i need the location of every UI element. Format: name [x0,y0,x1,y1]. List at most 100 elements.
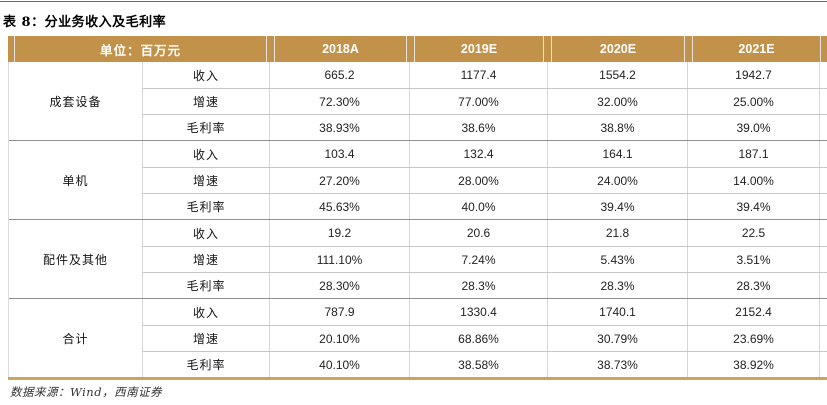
value-cell: 27.20% [270,168,410,193]
row-right-pad [820,247,827,272]
header-cell-divider [692,36,693,62]
header-cell-divider [551,36,552,62]
metric-label-cell: 毛利率 [143,115,270,140]
value-cell: 103.4 [270,141,410,167]
header-cell-divider [274,36,275,62]
header-cell-divider [266,36,267,62]
value-cell: 38.8% [548,115,688,140]
table-group-single-machine: 单机 收入 103.4 132.4 164.1 187.1 增速 27.20% … [9,140,827,219]
value-cell: 14.00% [688,168,820,193]
group-name-cell: 单机 [9,141,143,219]
table-group-complete-equipment: 成套设备 收入 665.2 1177.4 1554.2 1942.7 增速 72… [9,62,827,140]
row-right-pad [820,62,827,88]
value-cell: 665.2 [270,62,410,88]
value-cell: 21.8 [548,220,688,246]
header-cell-divider [406,36,407,62]
group-name-cell: 配件及其他 [9,220,143,298]
value-cell: 23.69% [688,326,820,351]
table-row: 毛利率 38.93% 38.6% 38.8% 39.0% [143,114,827,140]
value-cell: 7.24% [410,247,548,272]
value-cell: 72.30% [270,89,410,114]
value-cell: 1942.7 [688,62,820,88]
header-gap-sliver [685,36,692,62]
table-row: 毛利率 45.63% 40.0% 39.4% 39.4% [143,193,827,219]
value-cell: 32.00% [548,89,688,114]
header-edge-sliver [8,36,14,62]
metric-label-cell: 毛利率 [143,194,270,219]
year-header-2019E: 2019E [460,42,498,56]
value-cell: 38.93% [270,115,410,140]
value-cell: 187.1 [688,141,820,167]
header-cell-divider [684,36,685,62]
table-row: 毛利率 40.10% 38.58% 38.73% 38.92% [143,351,827,377]
row-right-pad [820,194,827,219]
header-cell-divider [820,36,821,62]
value-cell: 40.0% [410,194,548,219]
value-cell: 787.9 [270,299,410,325]
group-rows: 收入 787.9 1330.4 1740.1 2152.4 增速 20.10% … [143,299,827,377]
row-right-pad [820,115,827,140]
table-bottom-border [8,377,827,380]
row-right-pad [820,220,827,246]
value-cell: 77.00% [410,89,548,114]
value-cell: 1177.4 [410,62,548,88]
year-header-2018A: 2018A [322,42,359,56]
metric-label-cell: 收入 [143,62,270,88]
metric-label-cell: 收入 [143,220,270,246]
value-cell: 20.6 [410,220,548,246]
table-row: 收入 665.2 1177.4 1554.2 1942.7 [143,62,827,88]
table-group-total: 合计 收入 787.9 1330.4 1740.1 2152.4 增速 20.1… [9,298,827,377]
table-row: 增速 72.30% 77.00% 32.00% 25.00% [143,88,827,114]
metric-label-cell: 毛利率 [143,352,270,377]
value-cell: 164.1 [548,141,688,167]
row-right-pad [820,273,827,298]
unit-header-cell: 单位：百万元 [99,42,181,58]
table-row: 收入 787.9 1330.4 1740.1 2152.4 [143,299,827,325]
table-header-row: 单位：百万元 2018A 2019E 2020E 2021E [8,36,827,62]
value-cell: 30.79% [548,326,688,351]
metric-label-cell: 增速 [143,89,270,114]
table-body: 成套设备 收入 665.2 1177.4 1554.2 1942.7 增速 72… [8,62,827,377]
group-rows: 收入 665.2 1177.4 1554.2 1942.7 增速 72.30% … [143,62,827,140]
value-cell: 40.10% [270,352,410,377]
metric-label-cell: 收入 [143,141,270,167]
row-right-pad [820,352,827,377]
value-cell: 24.00% [548,168,688,193]
value-cell: 132.4 [410,141,548,167]
value-cell: 5.43% [548,247,688,272]
value-cell: 111.10% [270,247,410,272]
value-cell: 20.10% [270,326,410,351]
value-cell: 39.4% [688,194,820,219]
row-right-pad [820,168,827,193]
value-cell: 68.86% [410,326,548,351]
table-row: 增速 27.20% 28.00% 24.00% 14.00% [143,167,827,193]
value-cell: 39.0% [688,115,820,140]
value-cell: 19.2 [270,220,410,246]
metric-label-cell: 增速 [143,247,270,272]
data-table: 单位：百万元 2018A 2019E 2020E 2021E 成套设备 [8,36,827,380]
table-row: 增速 20.10% 68.86% 30.79% 23.69% [143,325,827,351]
group-rows: 收入 103.4 132.4 164.1 187.1 增速 27.20% 28.… [143,141,827,219]
row-right-pad [820,141,827,167]
header-cell-divider [543,36,544,62]
value-cell: 1554.2 [548,62,688,88]
header-gap-sliver [407,36,414,62]
value-cell: 38.92% [688,352,820,377]
data-source-note: 数据来源：Wind，西南证券 [10,385,163,399]
year-header-2021E: 2021E [738,42,775,56]
value-cell: 2152.4 [688,299,820,325]
metric-label-cell: 增速 [143,168,270,193]
group-rows: 收入 19.2 20.6 21.8 22.5 增速 111.10% 7.24% … [143,220,827,298]
header-cell-divider [414,36,415,62]
header-edge-sliver [821,36,827,62]
value-cell: 25.00% [688,89,820,114]
value-cell: 3.51% [688,247,820,272]
value-cell: 28.30% [270,273,410,298]
group-name-cell: 合计 [9,299,143,377]
value-cell: 38.6% [410,115,548,140]
value-cell: 38.58% [410,352,548,377]
value-cell: 22.5 [688,220,820,246]
table-row: 毛利率 28.30% 28.3% 28.3% 28.3% [143,272,827,298]
table-row: 收入 103.4 132.4 164.1 187.1 [143,141,827,167]
